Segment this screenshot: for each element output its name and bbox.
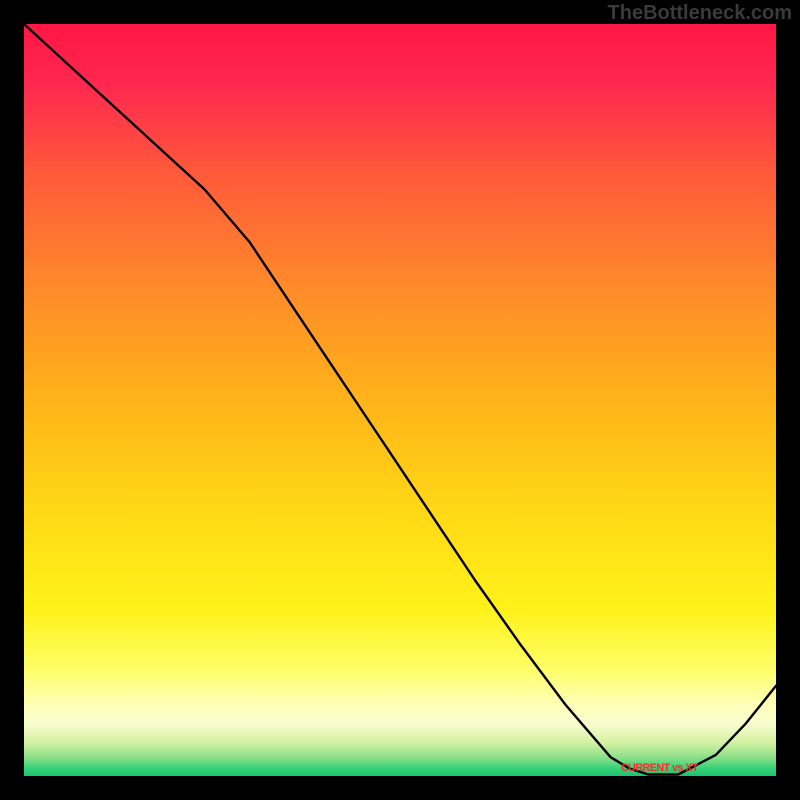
watermark-text: TheBottleneck.com: [608, 2, 792, 25]
chart-curve: [24, 24, 776, 776]
chart-plot-area: CURRENT vs XT: [24, 24, 776, 776]
chart-annotation-label: CURRENT vs XT: [621, 762, 698, 774]
